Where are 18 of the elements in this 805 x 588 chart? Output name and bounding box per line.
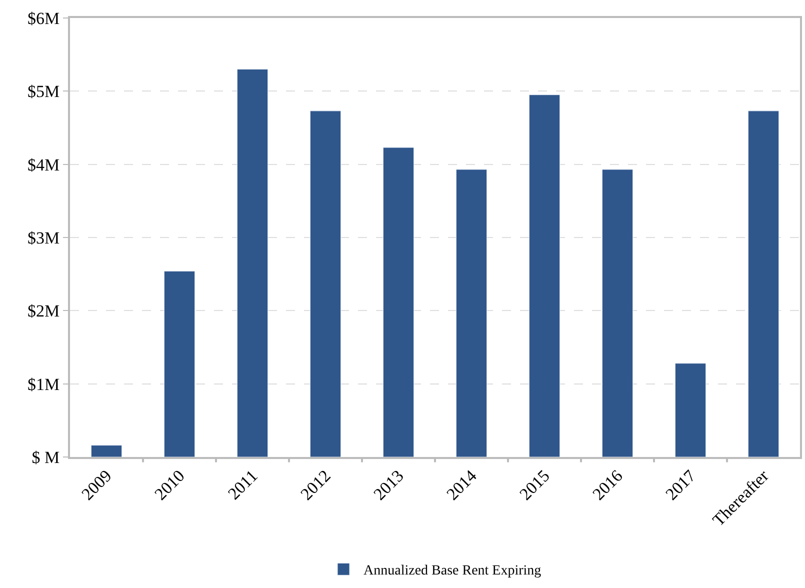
y-tick-label: $4M <box>27 155 60 174</box>
bar <box>90 445 122 457</box>
y-tick-label: $5M <box>27 82 60 102</box>
y-tick-label: $2M <box>27 302 60 321</box>
bar <box>236 68 268 457</box>
bar <box>602 169 634 457</box>
bar <box>382 147 414 457</box>
y-tick-label: $1M <box>27 374 60 394</box>
bar <box>310 110 342 457</box>
y-tick-label: $6M <box>27 8 60 28</box>
y-tick-label: $3M <box>27 228 60 248</box>
bar <box>164 270 196 457</box>
legend-label: Annualized Base Rent Expiring <box>364 564 542 579</box>
y-tick-label: $ M <box>32 448 60 467</box>
bar <box>674 363 706 457</box>
bar <box>748 110 780 457</box>
bar <box>456 169 488 457</box>
bar <box>528 94 560 457</box>
